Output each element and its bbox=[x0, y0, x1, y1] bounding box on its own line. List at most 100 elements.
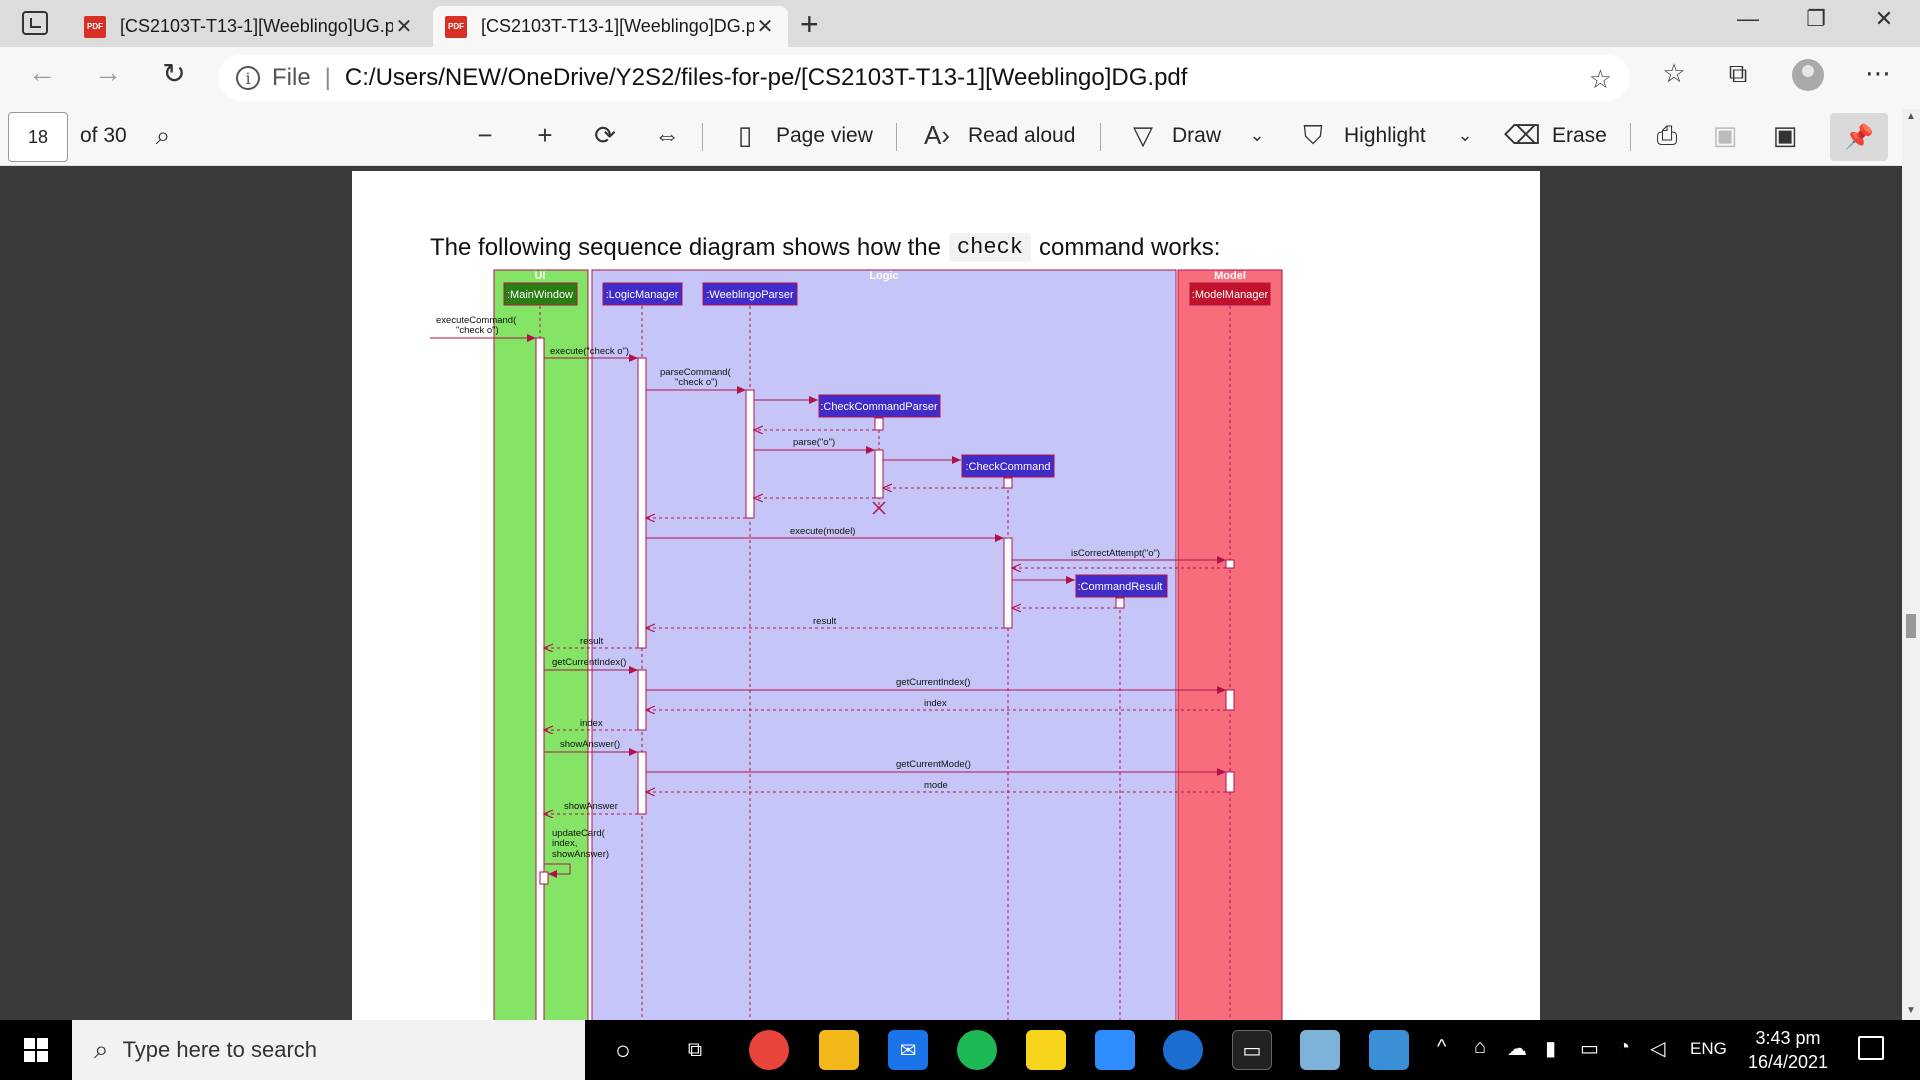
clock-time: 3:43 pm bbox=[1755, 1028, 1821, 1048]
page-view-button[interactable]: Page view bbox=[776, 124, 873, 147]
msg-execute-model: execute(model) bbox=[790, 526, 855, 537]
app-icon[interactable] bbox=[1300, 1030, 1340, 1070]
zoom-icon[interactable] bbox=[1095, 1030, 1135, 1070]
battery-icon[interactable]: ▭ bbox=[1580, 1038, 1599, 1060]
favorites-icon[interactable]: ☆ bbox=[1662, 58, 1686, 88]
cortana-icon[interactable]: ○ bbox=[615, 1034, 631, 1065]
minimize-button[interactable]: — bbox=[1737, 6, 1759, 31]
photos-icon[interactable] bbox=[1369, 1030, 1409, 1070]
highlight-icon[interactable]: ⛉ bbox=[1303, 120, 1323, 150]
tab-bar: PDF [CS2103T-T13-1][Weeblingo]UG.pdf ✕ P… bbox=[0, 0, 1920, 47]
scroll-down-icon[interactable]: ▼ bbox=[1906, 1005, 1916, 1016]
page-caption: The following sequence diagram shows how… bbox=[430, 233, 1220, 262]
activation-checkcommandparser-2 bbox=[874, 449, 884, 499]
volume-icon[interactable]: ◁ bbox=[1650, 1038, 1666, 1060]
terminal-icon[interactable]: ▭ bbox=[1232, 1030, 1272, 1070]
msg-showanswer-return: showAnswer bbox=[564, 801, 618, 812]
read-aloud-icon[interactable]: A› bbox=[924, 120, 950, 150]
usb-icon[interactable]: ▮ bbox=[1545, 1038, 1557, 1060]
back-button[interactable]: ← bbox=[28, 57, 56, 88]
activation-weeblingoparser bbox=[745, 389, 755, 519]
msg-updatecard-l3: showAnswer) bbox=[552, 849, 609, 860]
start-button[interactable] bbox=[0, 1020, 72, 1080]
participant-mainwindow: :MainWindow bbox=[507, 289, 573, 301]
print-icon[interactable]: ⎙ bbox=[1656, 120, 1678, 150]
scroll-up-icon[interactable]: ▲ bbox=[1906, 111, 1916, 122]
clock[interactable]: 3:43 pm 16/4/2021 bbox=[1738, 1026, 1838, 1074]
msg-mode: mode bbox=[924, 780, 948, 791]
show-hidden-icons-chevron-icon[interactable]: ^ bbox=[1437, 1036, 1447, 1058]
onedrive-icon[interactable]: ☁ bbox=[1507, 1038, 1527, 1060]
highlight-dropdown-chevron-icon[interactable]: ⌄ bbox=[1457, 125, 1473, 145]
activation-logicmanager-2 bbox=[637, 669, 647, 731]
collections-icon[interactable]: ⧉ bbox=[1728, 58, 1748, 88]
url-scheme: File bbox=[272, 64, 311, 91]
language-indicator[interactable]: ENG bbox=[1690, 1039, 1727, 1058]
eraser-icon[interactable]: ⌫ bbox=[1504, 120, 1541, 150]
taskbar-search[interactable]: ⌕ Type here to search bbox=[72, 1020, 585, 1080]
draw-button[interactable]: Draw bbox=[1172, 124, 1222, 147]
zoom-in-icon[interactable]: + bbox=[537, 120, 553, 150]
fit-width-icon[interactable]: ⇔ bbox=[654, 120, 680, 150]
vertical-scrollbar[interactable]: ▲ ▼ bbox=[1902, 109, 1920, 1020]
pdf-viewport[interactable]: The following sequence diagram shows how… bbox=[0, 166, 1902, 1020]
participant-modelmanager: :ModelManager bbox=[1192, 289, 1269, 301]
msg-parsecommand-l2: "check o") bbox=[675, 377, 718, 388]
new-tab-button[interactable]: + bbox=[800, 6, 819, 42]
notification-icon[interactable] bbox=[1858, 1036, 1884, 1060]
info-icon[interactable]: i bbox=[236, 66, 260, 90]
device-icon[interactable]: ⌂ bbox=[1474, 1036, 1487, 1058]
forward-button[interactable]: → bbox=[94, 57, 122, 88]
participant-logicmanager: :LogicManager bbox=[606, 289, 679, 301]
sticky-notes-icon[interactable] bbox=[1026, 1030, 1066, 1070]
save-as-icon[interactable]: ▣ bbox=[1772, 120, 1798, 150]
pdf-toolbar: 18 of 30 ⌕ − + ⟳ ⇔ ▯ Page view A› Read a… bbox=[0, 109, 1920, 166]
page-view-icon[interactable]: ▯ bbox=[737, 120, 753, 150]
msg-getcurrentindex-1: getCurrentIndex() bbox=[552, 657, 626, 668]
mail-icon[interactable]: ✉ bbox=[888, 1030, 928, 1070]
file-explorer-icon[interactable] bbox=[819, 1030, 859, 1070]
activation-modelmanager-2 bbox=[1225, 689, 1235, 711]
save-icon[interactable]: ▣ bbox=[1712, 120, 1738, 150]
scroll-thumb[interactable] bbox=[1906, 614, 1916, 638]
tab-actions-icon[interactable] bbox=[22, 11, 48, 35]
rotate-icon[interactable]: ⟳ bbox=[594, 120, 616, 150]
msg-result-2: result bbox=[580, 636, 604, 647]
draw-icon[interactable]: ▽ bbox=[1133, 120, 1153, 150]
avatar[interactable] bbox=[1792, 59, 1824, 91]
close-window-button[interactable]: ✕ bbox=[1874, 6, 1894, 31]
pin-toolbar-icon[interactable]: 📌 bbox=[1830, 113, 1888, 161]
activation-mainwindow bbox=[535, 337, 545, 1020]
search-placeholder: Type here to search bbox=[122, 1037, 318, 1062]
task-view-icon[interactable]: ⧉ bbox=[687, 1038, 703, 1061]
search-icon[interactable]: ⌕ bbox=[155, 120, 171, 150]
msg-result-1: result bbox=[813, 616, 837, 627]
page-number-input[interactable]: 18 bbox=[8, 112, 68, 162]
chrome-icon[interactable] bbox=[749, 1030, 789, 1070]
add-favorite-icon[interactable]: ☆ bbox=[1588, 64, 1612, 94]
draw-dropdown-chevron-icon[interactable]: ⌄ bbox=[1249, 125, 1265, 145]
restore-button[interactable]: ❐ bbox=[1806, 6, 1826, 31]
participant-checkcommandparser: :CheckCommandParser bbox=[820, 401, 938, 413]
tab-dg-pdf[interactable]: PDF [CS2103T-T13-1][Weeblingo]DG.pdf ✕ bbox=[433, 6, 788, 47]
wifi-icon[interactable]: ◔ bbox=[1618, 1036, 1631, 1058]
tab-ug-pdf[interactable]: PDF [CS2103T-T13-1][Weeblingo]UG.pdf ✕ bbox=[72, 6, 427, 47]
erase-button[interactable]: Erase bbox=[1552, 124, 1607, 147]
read-aloud-button[interactable]: Read aloud bbox=[968, 124, 1076, 147]
activation-logicmanager-3 bbox=[637, 751, 647, 815]
caption-after: command works: bbox=[1038, 233, 1221, 261]
highlight-button[interactable]: Highlight bbox=[1344, 124, 1426, 147]
close-tab-icon[interactable]: ✕ bbox=[395, 16, 413, 38]
edge-icon[interactable] bbox=[1163, 1030, 1203, 1070]
more-options-icon[interactable]: ⋯ bbox=[1865, 58, 1891, 88]
close-tab-icon[interactable]: ✕ bbox=[756, 16, 774, 38]
msg-getcurrentindex-2: getCurrentIndex() bbox=[896, 677, 970, 688]
destroy-checkcommandparser bbox=[872, 501, 886, 515]
participant-commandresult: :CommandResult bbox=[1078, 581, 1163, 593]
refresh-button[interactable]: ↻ bbox=[162, 58, 186, 89]
spotify-icon[interactable] bbox=[957, 1030, 997, 1070]
tab-title: [CS2103T-T13-1][Weeblingo]UG.pdf bbox=[120, 16, 393, 36]
address-bar[interactable]: i File | C:/Users/NEW/OneDrive/Y2S2/file… bbox=[218, 55, 1630, 101]
msg-showanswer: showAnswer() bbox=[560, 739, 620, 750]
zoom-out-icon[interactable]: − bbox=[477, 120, 493, 150]
